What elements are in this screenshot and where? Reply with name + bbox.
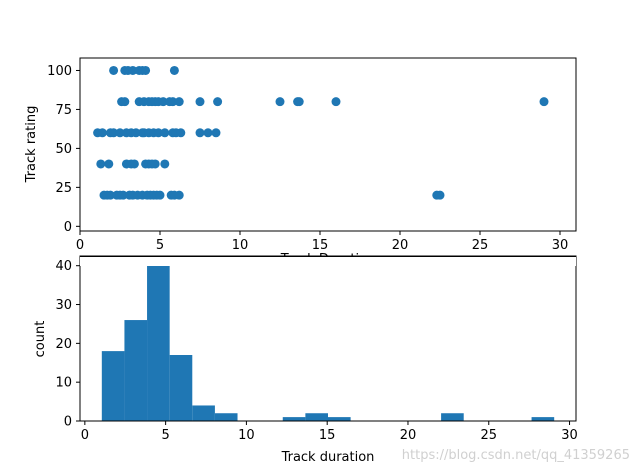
scatter-y-tick-label: 50 [55,142,72,157]
watermark-text: https://blog.csdn.net/qq_41359265 [401,448,630,463]
scatter-plot: 0 5 10 15 20 25 30 0 25 50 75 100 Track rating [24,57,577,253]
scatter-point [294,97,304,107]
histogram-x-tick-label: 25 [480,428,497,443]
scatter-point [211,128,221,138]
scatter-point [195,97,205,107]
scatter-point [150,159,160,169]
scatter-point [104,159,114,169]
scatter-x-tick-label: 15 [312,238,329,253]
scatter-y-tick-label: 100 [47,64,72,79]
histogram-x-tick-label: 20 [400,428,417,443]
scatter-point [169,65,179,75]
scatter-x-tick-label: 5 [156,238,164,253]
histogram-bar [328,417,351,421]
scatter-x-tick-label: 25 [472,238,489,253]
scatter-point [435,190,445,200]
scatter-point [115,128,125,138]
scatter-point [176,128,186,138]
histogram-x-tick-label: 0 [81,428,89,443]
histogram-y-tick-label: 10 [55,376,72,391]
scatter-point [96,159,106,169]
scatter-x-ticks: 0 5 10 15 20 25 30 [76,231,568,253]
scatter-point [109,65,119,75]
scatter-point [105,190,115,200]
scatter-point [539,97,549,107]
histogram-bar [214,413,238,421]
histogram-x-tick-label: 10 [238,428,255,443]
scatter-points [93,65,549,200]
histogram-background [80,256,576,266]
scatter-point [118,190,128,200]
scatter-y-tick-label: 75 [55,103,72,118]
scatter-point [275,97,285,107]
scatter-x-tick-label: 0 [76,238,84,253]
scatter-point [213,97,223,107]
histogram-bar [305,413,328,421]
scatter-x-tick-label: 10 [232,238,249,253]
scatter-y-tick-label: 0 [64,220,72,235]
histogram-x-tick-label: 5 [161,428,169,443]
histogram-y-tick-label: 40 [55,259,72,274]
histogram-bar [282,417,306,421]
scatter-point [128,65,138,75]
scatter-point [203,128,213,138]
scatter-point [174,190,184,200]
scatter-point [109,128,119,138]
scatter-point [160,128,170,138]
scatter-y-tick-label: 25 [55,181,72,196]
histogram-ylabel: count [33,321,48,358]
scatter-point [131,128,141,138]
histogram-y-ticks: 0 10 20 30 40 [55,259,80,430]
scatter-point [141,65,151,75]
scatter-axes-frame [79,57,577,232]
histogram-y-tick-label: 20 [55,337,72,352]
histogram-x-ticks: 0 5 10 15 20 25 30 [81,421,578,443]
histogram-x-tick-label: 15 [319,428,336,443]
histogram-plot: 0 5 10 15 20 25 30 0 10 20 30 40 Track duration co… [33,255,578,465]
histogram-bar [147,261,170,421]
scatter-x-tick-label: 30 [552,238,569,253]
histogram-y-tick-label: 30 [55,298,72,313]
scatter-point [155,190,165,200]
histogram-bar [169,355,193,421]
histogram-bar [124,320,148,421]
histogram-bar [101,351,125,421]
histogram-bar [441,413,464,421]
scatter-ylabel: Track rating [24,106,39,184]
histogram-y-tick-label: 0 [64,415,72,430]
histogram-bar [192,405,215,421]
scatter-point [331,97,341,107]
histogram-bars [101,261,555,421]
scatter-point [174,97,184,107]
scatter-point [195,128,205,138]
scatter-point [168,97,178,107]
scatter-point [160,159,170,169]
scatter-point [153,128,163,138]
histogram-bar [531,417,555,421]
scatter-point [158,97,168,107]
scatter-y-ticks: 0 25 50 75 100 [47,64,80,235]
histogram-x-tick-label: 30 [561,428,578,443]
scatter-x-tick-label: 20 [392,238,409,253]
scatter-point [129,159,139,169]
scatter-point [120,97,130,107]
scatter-point [97,128,107,138]
histogram-xlabel: Track duration [281,450,375,465]
histogram-frame-top [80,256,576,257]
